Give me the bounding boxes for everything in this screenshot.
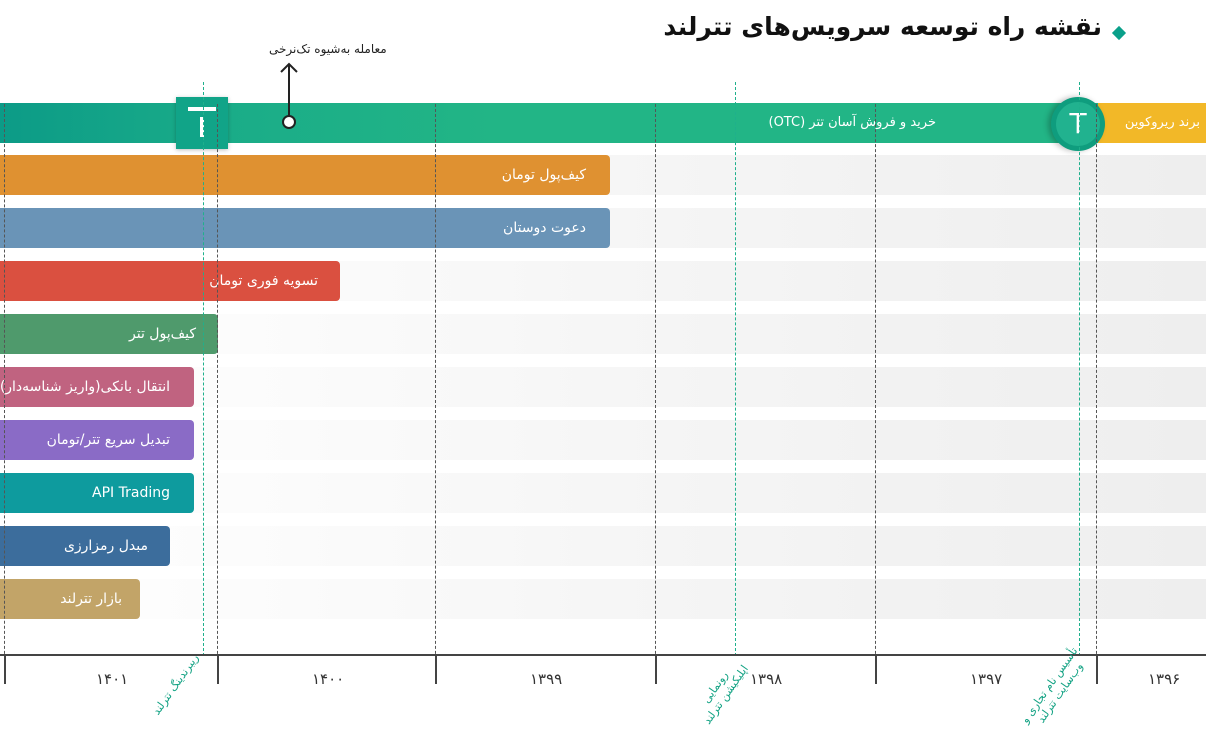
year-label: ۱۴۰۱ (96, 670, 129, 688)
year-divider (435, 104, 436, 684)
year-divider (217, 104, 218, 684)
row-track (0, 579, 1206, 619)
bar-bank-transfer: انتقال بانکی(واریز شناسه‌دار) (0, 367, 194, 407)
bar-instant-settlement: تسویه فوری تومان (0, 261, 340, 301)
page-title: نقشه راه توسعه سرویس‌های تترلند (663, 12, 1102, 41)
bar-crypto-exchanger: مبدل رمزارزی (0, 526, 170, 566)
bar-invite-friends: دعوت دوستان (0, 208, 610, 248)
year-label: ۱۴۰۰ (312, 670, 345, 688)
timeline-axis (0, 654, 1206, 656)
axis-tick (435, 654, 437, 684)
row-track (0, 420, 1206, 460)
annotation-app-launch: رونمایی اپلیکیشن تترلند (690, 655, 751, 727)
bar-tetherland-market: بازار تترلند (0, 579, 140, 619)
year-label: ۱۳۹۷ (970, 670, 1003, 688)
bar-label: دعوت دوستان (503, 220, 586, 236)
row-track (0, 367, 1206, 407)
year-divider (1096, 104, 1097, 684)
bar-toman-wallet: کیف‌پول تومان (0, 155, 610, 195)
otc-label: خرید و فروش آسان تتر (OTC) (768, 115, 936, 130)
bar-label: مبدل رمزارزی (63, 538, 148, 554)
row-track (0, 473, 1206, 513)
axis-tick (655, 654, 657, 684)
brand-bar: برند ریروکوین (1098, 103, 1206, 143)
axis-tick (875, 654, 877, 684)
year-label: ۱۳۹۸ (750, 670, 783, 688)
bar-label: تبدیل سریع تتر/تومان (46, 432, 170, 448)
year-label: ۱۳۹۶ (1148, 670, 1181, 688)
year-divider (655, 104, 656, 684)
axis-tick (217, 654, 219, 684)
single-rate-label: معامله به‌شیوه تک‌نرخی (269, 42, 387, 56)
bar-api-trading: API Trading (0, 473, 194, 513)
otc-bar: خرید و فروش آسان تتر (OTC) (0, 103, 1098, 143)
axis-tick (4, 654, 6, 684)
tetherland-logo-icon (176, 97, 228, 149)
bar-label: کیف‌پول تومان (501, 167, 586, 183)
bar-label: بازار تترلند (60, 591, 122, 607)
bar-label: API Trading (92, 485, 170, 501)
milestone-line-founding (1079, 82, 1080, 656)
year-label: ۱۳۹۹ (530, 670, 563, 688)
bar-label: انتقال بانکی(واریز شناسه‌دار) (0, 379, 170, 395)
brand-label: برند ریروکوین (1124, 115, 1200, 130)
bar-label: کیف‌پول تتر (129, 326, 196, 342)
bar-tether-wallet: کیف‌پول تتر (0, 314, 218, 354)
milestone-line-app-launch (735, 82, 736, 656)
title-bullet-icon (1111, 25, 1127, 41)
row-track (0, 526, 1206, 566)
year-divider (875, 104, 876, 684)
milestone-line-rebranding (203, 82, 204, 656)
up-arrow-icon (280, 62, 298, 129)
annotation-founding: تأسیس نام تجاری و وب‌سایت تترلند (1018, 645, 1091, 733)
axis-tick (1096, 654, 1098, 684)
bar-fast-convert: تبدیل سریع تتر/تومان (0, 420, 194, 460)
year-divider (4, 104, 5, 684)
bar-label: تسویه فوری تومان (209, 273, 318, 289)
annotation-rebranding: ریبرندینگ تترلند (149, 651, 202, 718)
coin-letter: T (1056, 102, 1100, 146)
